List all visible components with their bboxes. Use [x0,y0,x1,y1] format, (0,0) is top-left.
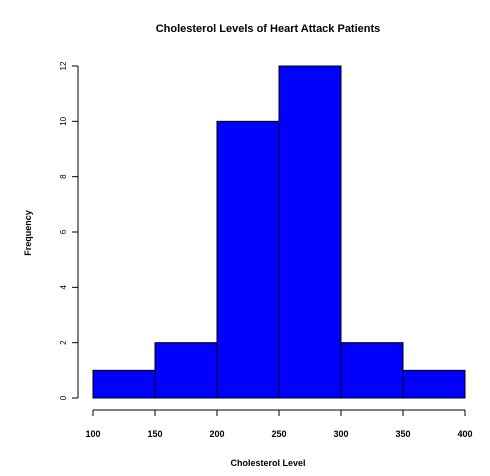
x-tick-label: 400 [457,429,472,439]
y-tick-label: 8 [59,174,68,179]
y-tick-label: 2 [59,340,68,345]
chart-title: Cholesterol Levels of Heart Attack Patie… [156,23,381,35]
x-tick-label: 200 [209,429,224,439]
y-tick-label: 10 [59,116,68,125]
histogram-bar [154,342,218,399]
y-tick-label: 0 [59,395,68,400]
y-tick-label: 6 [59,229,68,234]
histogram-bar [278,65,342,399]
y-tick-label: 4 [59,285,68,290]
x-axis: 100 150 200 250 300 350 400 [85,409,473,439]
histogram-bar [402,369,466,399]
y-axis: 0 2 4 6 8 10 12 [59,61,79,400]
x-axis-label: Cholesterol Level [230,458,305,468]
histogram-bar [216,120,280,399]
y-tick-label: 12 [59,61,68,70]
histogram-bar [92,369,156,399]
x-tick-label: 250 [271,429,286,439]
histogram-bar [340,342,404,399]
x-tick-label: 300 [333,429,348,439]
x-tick-label: 150 [147,429,162,439]
x-tick-label: 100 [85,429,100,439]
bars-group [92,65,466,399]
x-tick-label: 350 [395,429,410,439]
y-axis-label: Frequency [23,210,33,256]
